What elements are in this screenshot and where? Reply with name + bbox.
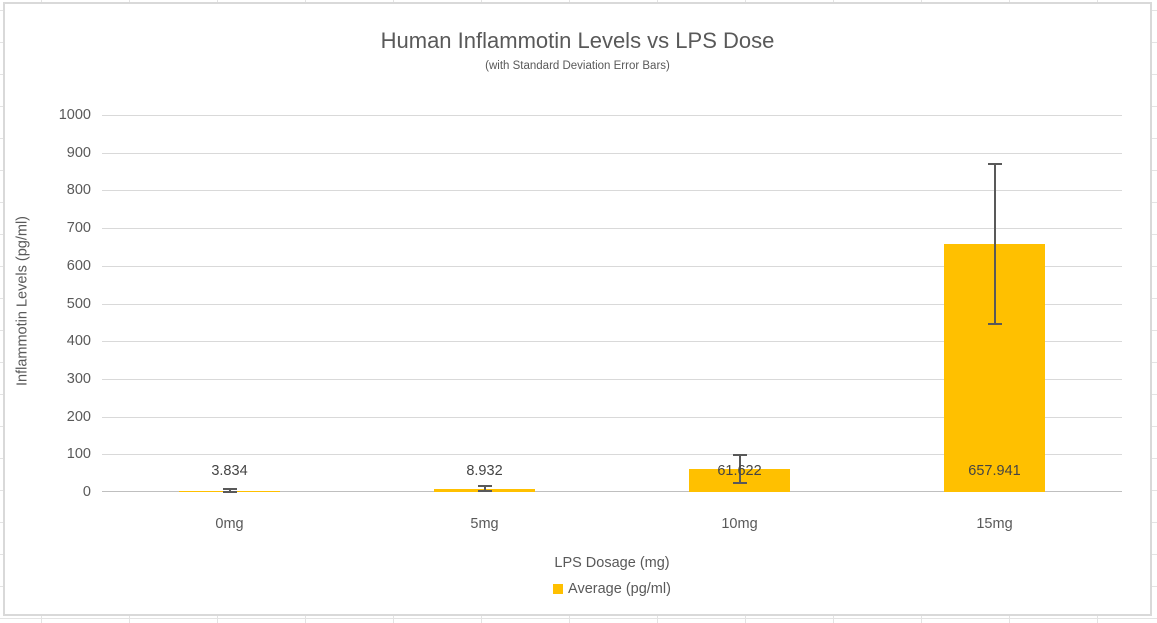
y-tick-label-400: 400	[66, 333, 91, 350]
error-bar-cap-5mg-bottom	[477, 489, 492, 492]
error-bar-0mg	[228, 489, 231, 492]
x-tick-label-0mg: 0mg	[215, 516, 244, 532]
y-tick-label-100: 100	[66, 446, 91, 463]
x-tick-label-5mg: 5mg	[470, 516, 499, 532]
gridline-800	[102, 190, 1122, 192]
x-axis-title: LPS Dosage (mg)	[554, 555, 670, 571]
y-tick-label-300: 300	[66, 370, 91, 387]
y-tick-label-1000: 1000	[58, 107, 91, 123]
error-bar-5mg	[483, 486, 486, 491]
data-label-15mg: 657.941	[968, 463, 1021, 479]
chart-subtitle: (with Standard Deviation Error Bars)	[485, 60, 670, 72]
x-axis-tick-labels: 0mg 5mg 10mg 15mg	[102, 516, 1122, 532]
gridline-0	[102, 491, 1122, 492]
y-tick-label-800: 800	[66, 182, 91, 199]
chart-title: Human Inflammotin Levels vs LPS Dose	[380, 28, 775, 53]
gridline-600	[102, 265, 1122, 267]
y-axis-tick-labels: 0 100 200 300 400 500 600 700 800 900 1000	[39, 107, 91, 500]
error-bar-cap-0mg-bottom	[222, 490, 237, 493]
data-label-0mg: 3.834	[211, 463, 248, 479]
legend-marker-icon	[553, 584, 564, 594]
legend-label: Average (pg/ml)	[568, 581, 671, 597]
error-bar-cap-5mg-top	[477, 485, 492, 488]
legend: Average (pg/ml)	[102, 581, 1122, 597]
x-tick-label-15mg: 15mg	[976, 516, 1013, 532]
y-tick-label-600: 600	[66, 257, 91, 274]
data-label-10mg: 61.622	[717, 463, 762, 479]
x-tick-label-10mg: 10mg	[721, 516, 758, 532]
data-label-5mg: 8.932	[466, 463, 503, 479]
gridline-900	[102, 152, 1122, 154]
chart-object[interactable]: Human Inflammotin Levels vs LPS Dose (wi…	[3, 2, 1152, 616]
error-bar-cap-15mg-top	[987, 163, 1002, 166]
error-bar-cap-10mg-top	[732, 453, 747, 456]
y-tick-label-0: 0	[82, 484, 91, 500]
y-tick-label-700: 700	[66, 220, 91, 237]
error-bar-15mg	[993, 164, 996, 324]
gridline-200	[102, 416, 1122, 418]
gridline-700	[102, 228, 1122, 230]
error-bar-10mg	[738, 454, 741, 483]
error-bar-cap-10mg-bottom	[732, 481, 747, 484]
gridline-400	[102, 341, 1122, 343]
y-tick-label-200: 200	[66, 408, 91, 425]
error-bar-cap-0mg-top	[222, 488, 237, 491]
plot-area: 3.834 8.932 61.622 657.941	[102, 115, 1122, 493]
gridline-100	[102, 454, 1122, 456]
gridline-500	[102, 303, 1122, 305]
error-bar-cap-15mg-bottom	[987, 322, 1002, 325]
y-tick-label-500: 500	[66, 295, 91, 312]
gridline-1000	[102, 115, 1122, 116]
gridline-300	[102, 378, 1122, 380]
y-axis-title: Inflammotin Levels (pg/ml)	[14, 215, 31, 387]
y-tick-label-900: 900	[66, 144, 91, 161]
